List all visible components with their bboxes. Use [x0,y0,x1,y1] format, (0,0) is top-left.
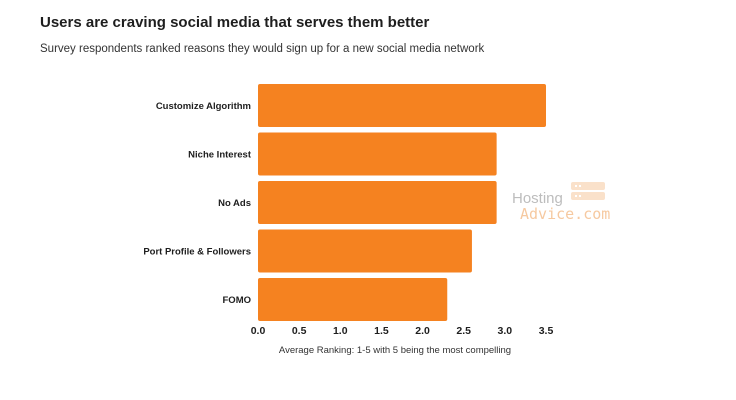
x-tick-label: 0.5 [292,325,307,337]
x-tick-label: 2.0 [415,325,430,337]
category-label: Port Profile & Followers [143,247,251,258]
bar-fomo [258,278,448,321]
category-label: FOMO [223,295,252,306]
category-label: Niche Interest [188,150,252,161]
x-tick-label: 2.5 [456,325,471,337]
category-label: Customize Algorithm [156,101,251,112]
x-tick-label: 1.0 [333,325,348,337]
x-tick-label: 1.5 [374,325,389,337]
x-tick-labels: 0.0 0.5 1.0 1.5 2.0 2.5 3.0 3.5 [251,325,554,337]
bar-niche-interest [258,132,497,176]
chart-title: Users are craving social media that serv… [40,14,430,31]
server-icon [571,182,605,200]
bar-customize-algorithm [258,84,546,127]
bar-no-ads [258,181,497,224]
x-axis-title: Average Ranking: 1-5 with 5 being the mo… [279,345,511,356]
bars-group [258,84,546,321]
chart-subtitle: Survey respondents ranked reasons they w… [40,43,485,55]
category-labels: Customize Algorithm Niche Interest No Ads P… [143,101,252,306]
x-tick-label: 0.0 [251,325,266,337]
x-tick-label: 3.0 [498,325,513,337]
watermark: Hosting Advice.com [512,182,610,223]
category-label: No Ads [218,198,251,209]
bar-port-profile-followers [258,229,472,273]
x-tick-label: 3.5 [539,325,554,337]
watermark-line1: Hosting [512,190,563,207]
watermark-line2: Advice.com [520,205,610,223]
